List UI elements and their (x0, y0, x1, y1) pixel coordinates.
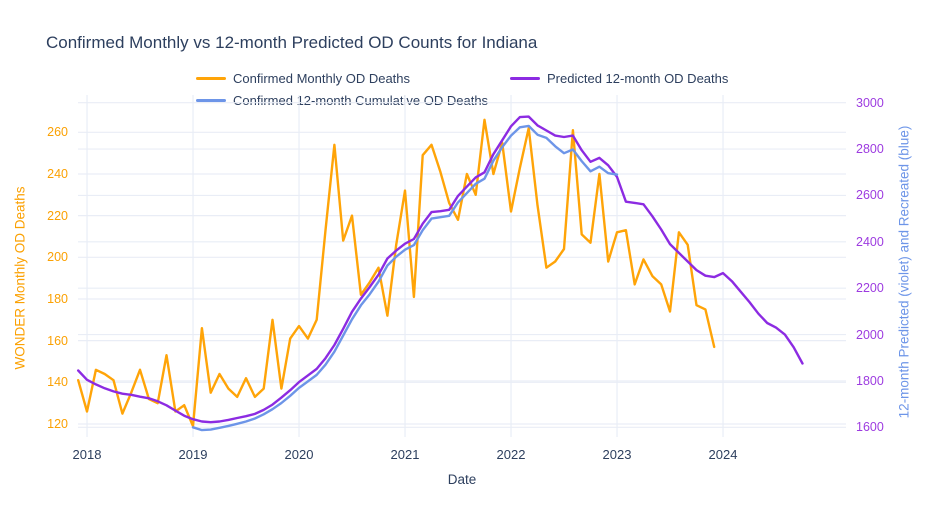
x-tick-label: 2020 (284, 447, 314, 462)
legend-label: Confirmed 12-month Cumulative OD Deaths (233, 92, 489, 108)
legend-label: Predicted 12-month OD Deaths (547, 70, 729, 86)
series-line-right[interactable] (76, 115, 804, 424)
legend-swatch-blue (196, 98, 226, 102)
y-right-tick-label: 2000 (856, 327, 884, 342)
y-left-tick-label: 260 (47, 125, 68, 140)
y-left-tick-label: 140 (47, 375, 68, 390)
y-right-tick-label: 3000 (856, 95, 884, 110)
y-left-axis-title: WONDER Monthly OD Deaths (12, 186, 28, 370)
y-left-tick-label: 160 (47, 333, 68, 348)
y-right-tick-label: 2200 (856, 281, 884, 296)
legend-item-confirmed-cumulative[interactable]: Confirmed 12-month Cumulative OD Deaths (196, 92, 488, 108)
x-tick-label: 2018 (72, 447, 102, 462)
y-right-axis-title: 12-month Predicted (violet) and Recreate… (896, 125, 912, 419)
y-right-tick-label: 2600 (856, 188, 884, 203)
series-line-right[interactable] (191, 124, 619, 432)
series-line-left[interactable] (76, 118, 716, 428)
y-left-tick-label: 180 (47, 292, 68, 306)
legend-label: Confirmed Monthly OD Deaths (233, 70, 411, 86)
x-axis-title: Date (447, 472, 477, 487)
x-tick-label: 2022 (496, 447, 526, 462)
y-left-tick-label: 200 (47, 250, 68, 265)
x-tick-label: 2019 (178, 447, 208, 462)
y-right-tick-label: 2400 (856, 234, 884, 249)
y-right-tick-label: 1800 (856, 373, 884, 388)
legend-swatch-orange (196, 76, 226, 80)
legend-item-predicted-12month[interactable]: Predicted 12-month OD Deaths (510, 70, 728, 86)
y-left-tick-label: 120 (47, 417, 68, 431)
chart-title: Confirmed Monthly vs 12-month Predicted … (46, 33, 538, 52)
x-tick-label: 2023 (602, 447, 632, 462)
legend-swatch-purple (510, 76, 540, 80)
legend-item-confirmed-monthly[interactable]: Confirmed Monthly OD Deaths (196, 70, 410, 86)
y-right-tick-label: 2800 (856, 142, 884, 157)
y-right-tick-label: 1600 (856, 420, 884, 435)
x-tick-label: 2021 (390, 447, 420, 462)
x-tick-label: 2024 (708, 447, 738, 462)
y-left-tick-label: 220 (47, 208, 68, 223)
y-left-tick-label: 240 (47, 167, 68, 181)
